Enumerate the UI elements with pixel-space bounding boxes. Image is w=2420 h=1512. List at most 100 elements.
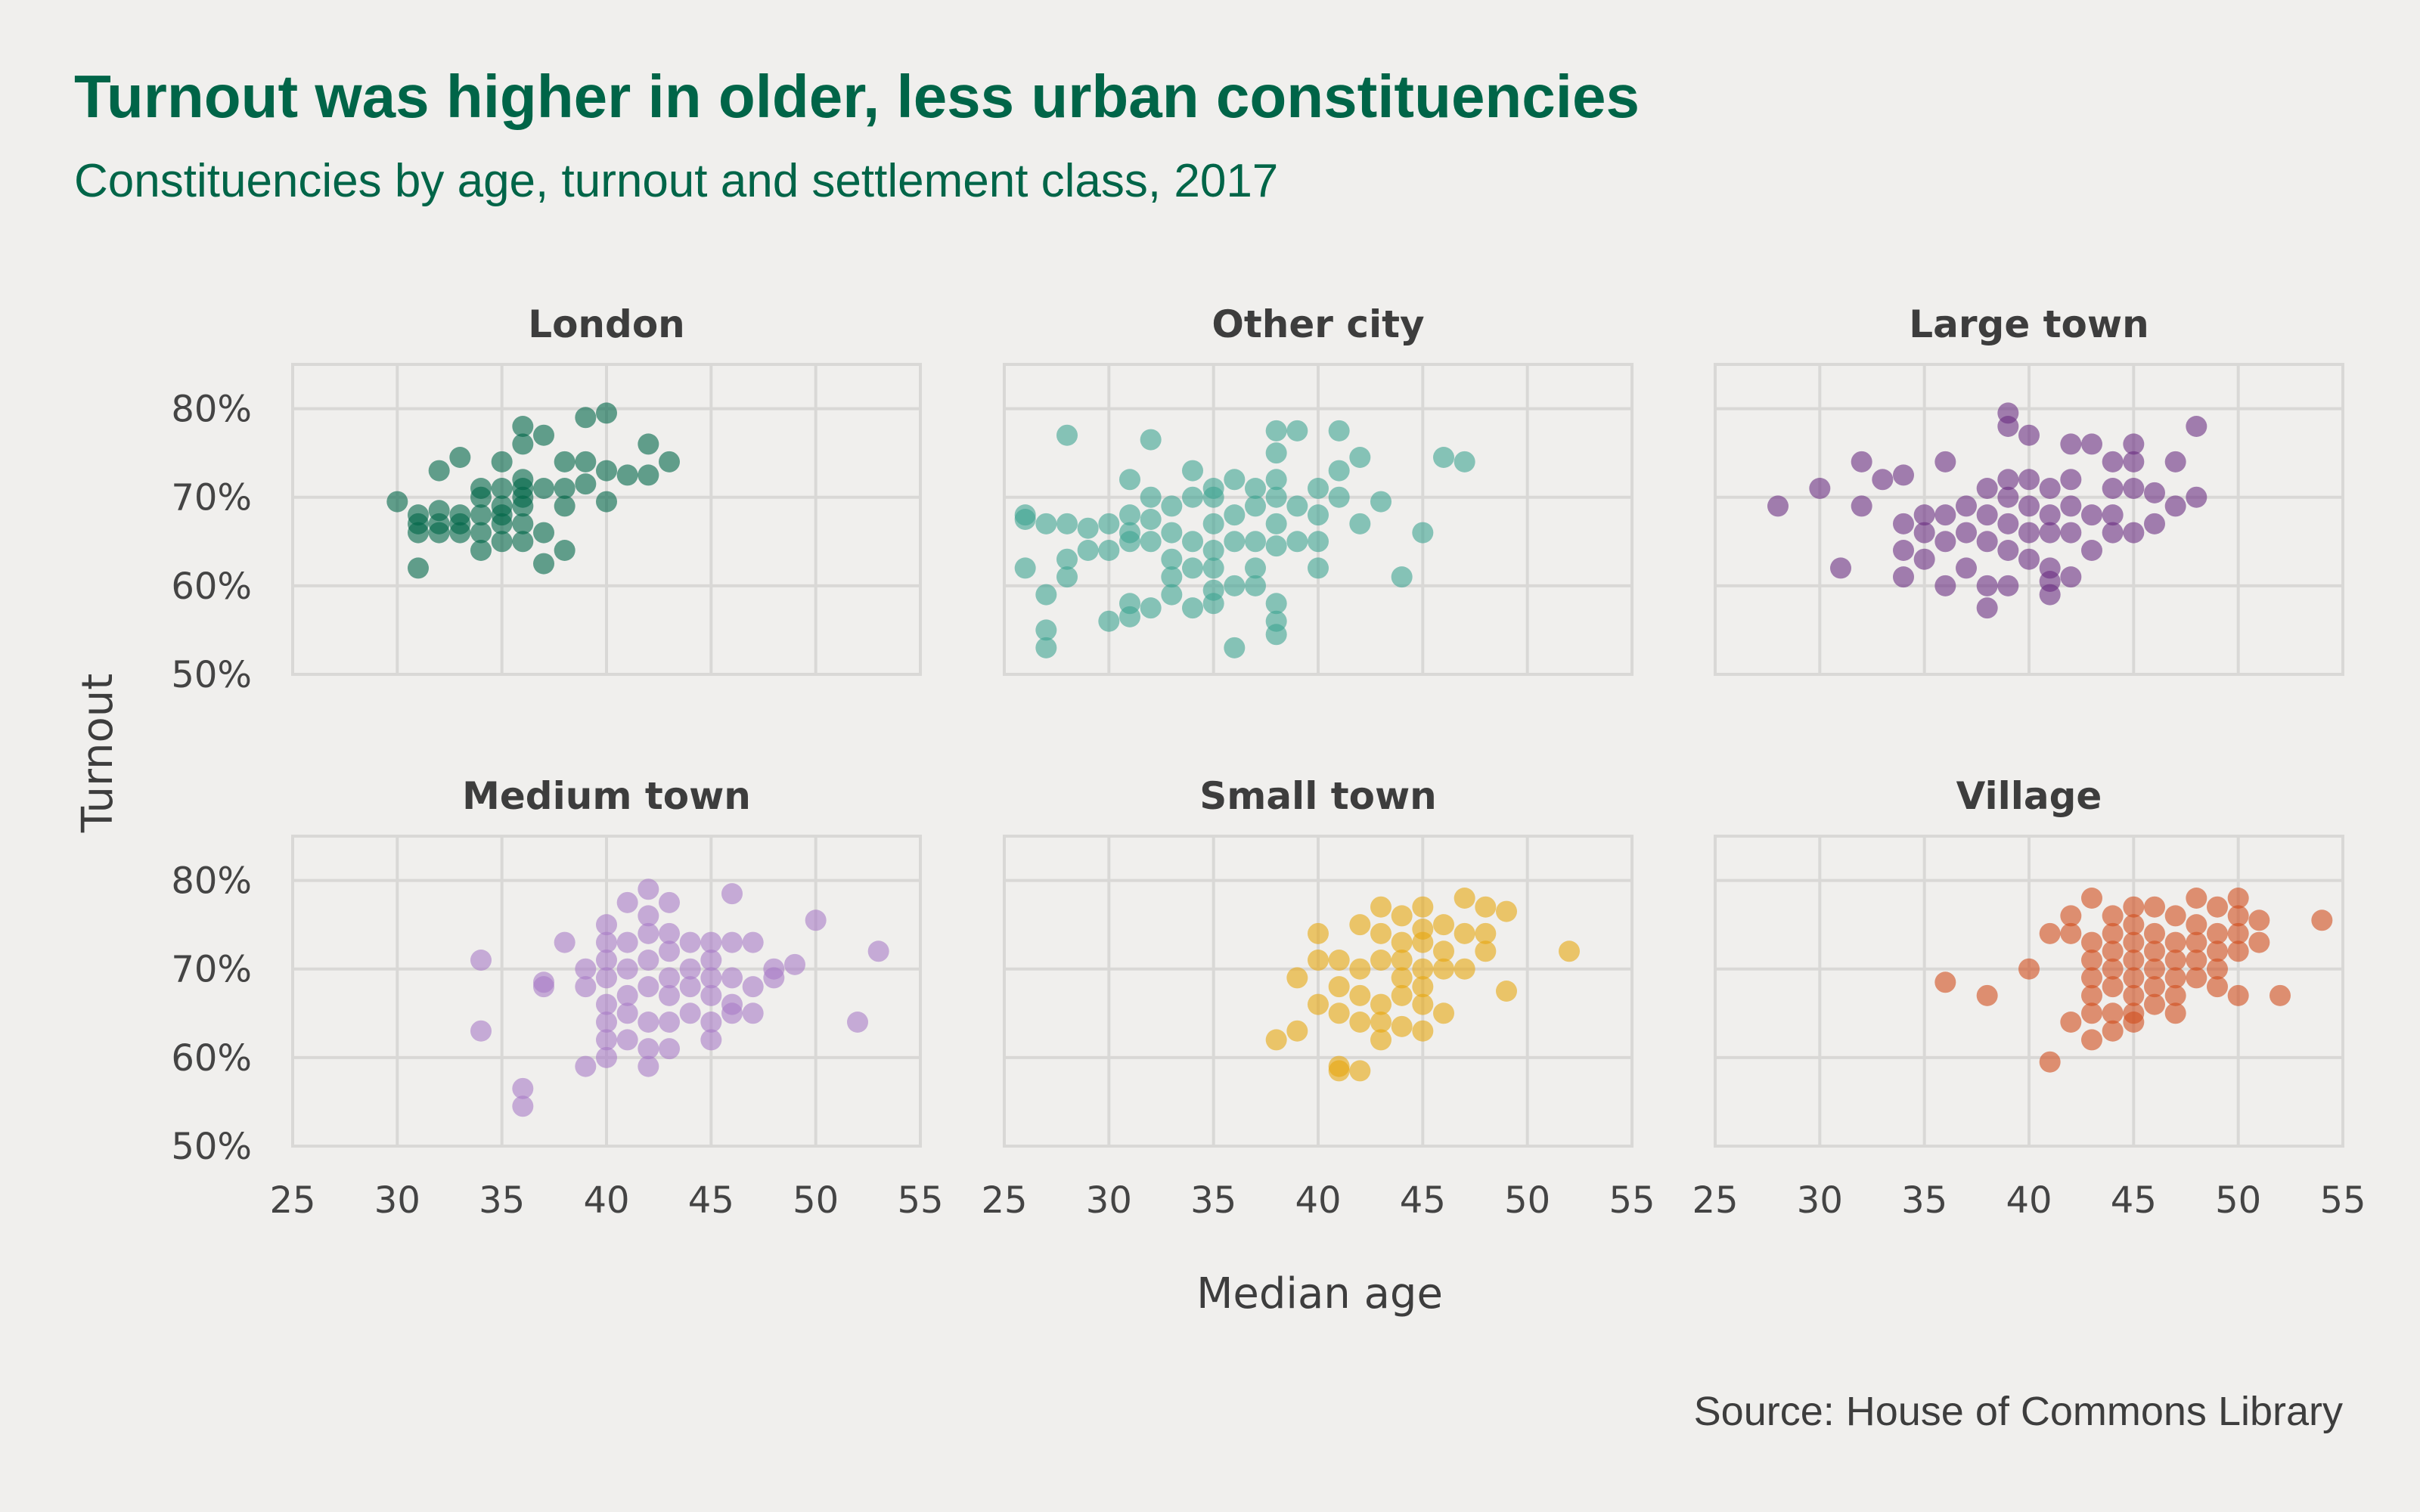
data-point [2123, 984, 2145, 1006]
data-point [2081, 950, 2102, 971]
data-point [867, 940, 889, 962]
data-point [2060, 495, 2082, 517]
data-point [1391, 905, 1413, 927]
data-point [616, 464, 638, 486]
data-point [1328, 950, 1350, 971]
data-point [1934, 971, 1956, 993]
data-point [1349, 447, 1371, 468]
data-point [2102, 976, 2124, 998]
data-point [512, 531, 534, 553]
data-point [1976, 984, 1998, 1006]
data-point [1202, 540, 1224, 561]
data-point [1767, 495, 1789, 517]
x-tick-label: 55 [897, 1179, 943, 1222]
data-point [1245, 495, 1266, 517]
data-point [2123, 967, 2145, 989]
data-point [1286, 495, 1308, 517]
data-point [1934, 451, 1956, 472]
data-point [1161, 548, 1183, 570]
data-point [1140, 597, 1162, 619]
data-point [1893, 540, 1914, 561]
facet-other-city: Other city [1003, 302, 1634, 676]
facet-medium-town: Medium town 50% 60% 70% 80% 25 30 35 40 45 50 55 [171, 774, 943, 1222]
data-point [700, 1012, 722, 1033]
data-point [1370, 1029, 1392, 1051]
data-point [2207, 940, 2228, 962]
x-tick-label: 35 [479, 1179, 525, 1222]
data-point [1224, 531, 1246, 553]
data-point [742, 976, 764, 998]
data-point [2144, 513, 2165, 534]
data-point [470, 522, 492, 544]
data-point [2227, 905, 2249, 927]
data-point [1893, 464, 1914, 486]
data-point [1245, 478, 1266, 499]
data-point [1934, 575, 1956, 596]
data-point [1265, 593, 1287, 615]
data-point [1182, 557, 1203, 579]
data-point [575, 451, 597, 472]
data-point [1224, 504, 1246, 526]
data-point [616, 931, 638, 953]
data-point [659, 451, 680, 472]
y-tick-label: 70% [171, 477, 252, 519]
data-point [721, 1002, 743, 1024]
data-point [2186, 931, 2207, 953]
data-point [616, 1002, 638, 1024]
data-point [1077, 540, 1099, 561]
data-point [1349, 1060, 1371, 1082]
x-tick-label: 30 [1797, 1179, 1843, 1222]
data-point [596, 1012, 617, 1033]
data-point [1245, 531, 1266, 553]
data-point [1370, 922, 1392, 944]
data-point [2144, 940, 2165, 962]
data-point [554, 478, 576, 499]
data-point [596, 1029, 617, 1051]
data-point [1997, 575, 2019, 596]
data-point [2186, 950, 2207, 971]
data-point [1412, 958, 1434, 980]
data-point [596, 950, 617, 971]
data-point [1035, 584, 1057, 606]
y-tick-label: 80% [171, 860, 252, 903]
x-tick-label: 45 [688, 1179, 734, 1222]
data-point [1475, 896, 1497, 918]
data-point [1349, 958, 1371, 980]
y-tick-label: 50% [171, 1126, 252, 1168]
chart-subtitle: Constituencies by age, turnout and settl… [74, 155, 1278, 207]
data-point [2144, 993, 2165, 1015]
data-point [2227, 984, 2249, 1006]
data-point [1014, 557, 1036, 579]
x-tick-label: 55 [1609, 1179, 1655, 1222]
data-point [638, 1012, 659, 1033]
data-point [1475, 940, 1497, 962]
data-point [575, 1055, 597, 1077]
data-point [554, 495, 576, 517]
data-point [1370, 950, 1392, 971]
data-point [1056, 513, 1078, 534]
data-point [1454, 958, 1475, 980]
data-point [1559, 940, 1580, 962]
facet-title: Small town [1199, 774, 1437, 818]
data-point [2060, 922, 2082, 944]
data-point [408, 522, 429, 544]
data-point [1997, 416, 2019, 437]
x-tick-label: 50 [793, 1179, 839, 1222]
data-point [659, 891, 680, 913]
data-point [1956, 557, 1977, 579]
data-point [2123, 914, 2145, 936]
data-point [470, 540, 492, 561]
x-axis-label: Median age [1196, 1269, 1443, 1318]
data-point [1830, 557, 1851, 579]
data-point [1328, 460, 1350, 482]
data-point [1412, 1020, 1434, 1042]
facet-panels: London 50% 60% 70% 80% Other city Large town Me… [171, 302, 2366, 1222]
data-point [470, 1020, 492, 1042]
data-point [2123, 1012, 2145, 1033]
data-point [533, 478, 554, 499]
data-point [2270, 984, 2291, 1006]
data-point [2060, 566, 2082, 588]
data-point [1161, 566, 1183, 588]
y-tick-label: 50% [171, 654, 252, 696]
